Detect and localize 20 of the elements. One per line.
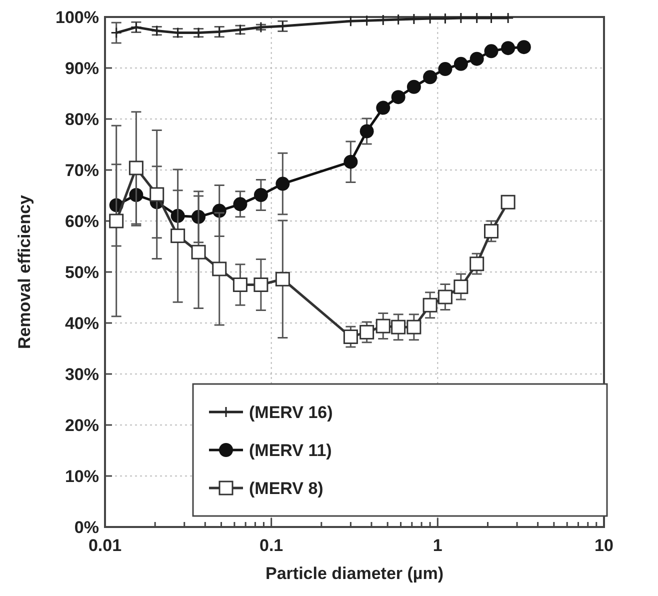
legend-label: (MERV 16)	[249, 403, 333, 422]
y-tick-label: 30%	[64, 365, 99, 384]
y-tick-label: 60%	[64, 212, 99, 231]
y-tick-label: 100%	[56, 8, 99, 27]
y-tick-label: 50%	[64, 263, 99, 282]
x-axis-title: Particle diameter (µm)	[266, 564, 444, 583]
x-tick-label: 0.1	[260, 536, 284, 555]
legend-label: (MERV 11)	[249, 441, 332, 460]
y-tick-label: 0%	[74, 518, 99, 537]
x-tick-label: 10	[594, 536, 614, 555]
legend-label: (MERV 8)	[249, 479, 324, 498]
y-tick-label: 40%	[64, 314, 99, 333]
y-tick-label: 90%	[64, 59, 99, 78]
y-tick-label: 10%	[64, 467, 99, 486]
y-tick-label: 70%	[64, 161, 99, 180]
x-tick-label: 1	[432, 536, 442, 555]
y-tick-label: 80%	[64, 110, 99, 129]
y-tick-label: 20%	[64, 416, 99, 435]
y-axis-title: Removal efficiency	[15, 194, 34, 350]
x-tick-label: 0.01	[88, 536, 122, 555]
